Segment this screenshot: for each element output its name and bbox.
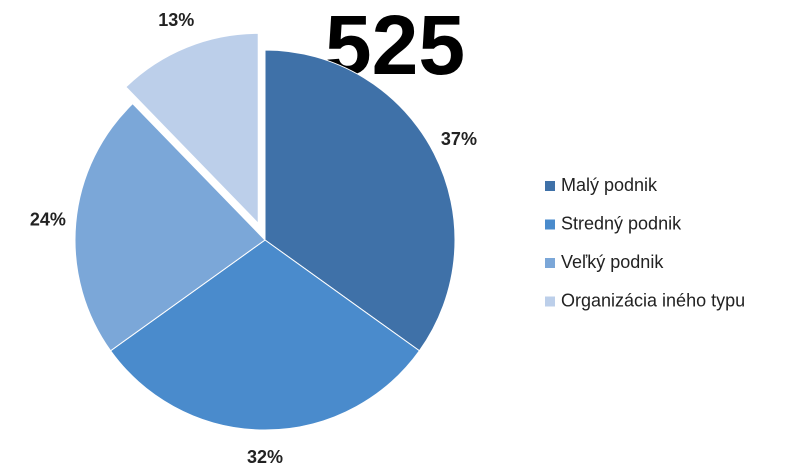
legend-swatch bbox=[545, 219, 555, 230]
data-label: 32% bbox=[247, 447, 283, 466]
pie-slice bbox=[109, 239, 421, 431]
legend-swatch bbox=[545, 296, 555, 307]
data-label: 37% bbox=[441, 129, 477, 149]
legend-label: Veľký podnik bbox=[561, 252, 664, 272]
legend-swatch bbox=[545, 258, 555, 268]
legend-swatch bbox=[545, 181, 555, 191]
pie-slice bbox=[74, 102, 266, 352]
pie-slice bbox=[264, 49, 456, 352]
data-label: 13% bbox=[158, 10, 194, 30]
legend-label: Malý podnik bbox=[561, 175, 658, 195]
data-label: 24% bbox=[30, 209, 66, 229]
pie-slice bbox=[125, 32, 259, 225]
legend-label: Organizácia iného typu bbox=[561, 290, 745, 310]
legend-label: Stredný podnik bbox=[561, 213, 682, 233]
